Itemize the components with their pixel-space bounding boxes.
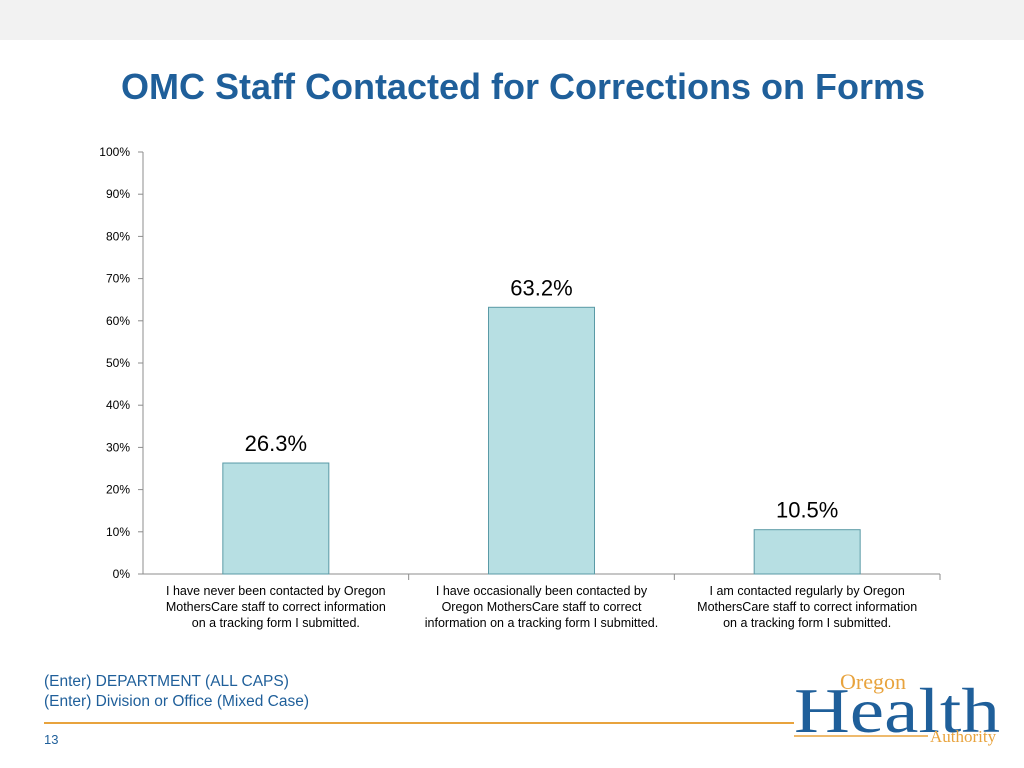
footer-department: (Enter) DEPARTMENT (ALL CAPS) [44, 673, 289, 690]
bar [488, 306, 595, 575]
bar-value-label: 63.2% [510, 275, 572, 300]
x-category-label: I am contacted regularly by Oregon [710, 584, 905, 598]
logo-word-authority: Authority [930, 727, 997, 746]
y-tick-label: 70% [106, 272, 130, 286]
y-tick-label: 20% [106, 483, 130, 497]
y-tick-label: 50% [106, 356, 130, 370]
x-category-label: I have never been contacted by Oregon [166, 584, 386, 598]
y-tick-label: 80% [106, 229, 130, 243]
bar-chart: 0% 10% 20% 30% 40% 50% 60% 70% 80% 90% 100% 26.3% I … [99, 145, 941, 630]
footer-divider [44, 722, 794, 724]
footer-text: (Enter) DEPARTMENT (ALL CAPS) (Enter) Di… [44, 672, 309, 712]
logo-word-health: Health [794, 675, 1000, 746]
x-category-label: Oregon MothersCare staff to correct [442, 600, 642, 614]
x-category-label: MothersCare staff to correct information [166, 600, 386, 614]
page-number: 13 [44, 732, 59, 747]
y-tick-label: 30% [106, 440, 130, 454]
x-category-label: on a tracking form I submitted. [192, 616, 360, 630]
top-band [0, 0, 1024, 40]
slide-title: OMC Staff Contacted for Corrections on F… [120, 66, 926, 107]
y-tick-label: 0% [113, 567, 131, 581]
footer-division: (Enter) Division or Office (Mixed Case) [44, 693, 310, 710]
x-category-label: I have occasionally been contacted by [436, 584, 648, 598]
bar-value-label: 10.5% [776, 498, 838, 523]
bar [753, 529, 861, 575]
bar [222, 462, 330, 575]
y-tick-label: 40% [106, 398, 130, 412]
y-tick-label: 10% [106, 525, 130, 539]
logo-word-oregon: Oregon [840, 669, 906, 694]
x-category-label: information on a tracking form I submitt… [425, 616, 658, 630]
x-category-label: MothersCare staff to correct information [697, 600, 917, 614]
oregon-health-authority-logo: Oregon Health Authority [794, 669, 1000, 746]
bar-value-label: 26.3% [245, 431, 307, 456]
y-tick-label: 60% [106, 314, 130, 328]
y-tick-label: 100% [99, 145, 130, 159]
x-category-label: on a tracking form I submitted. [723, 616, 891, 630]
y-tick-label: 90% [106, 187, 130, 201]
